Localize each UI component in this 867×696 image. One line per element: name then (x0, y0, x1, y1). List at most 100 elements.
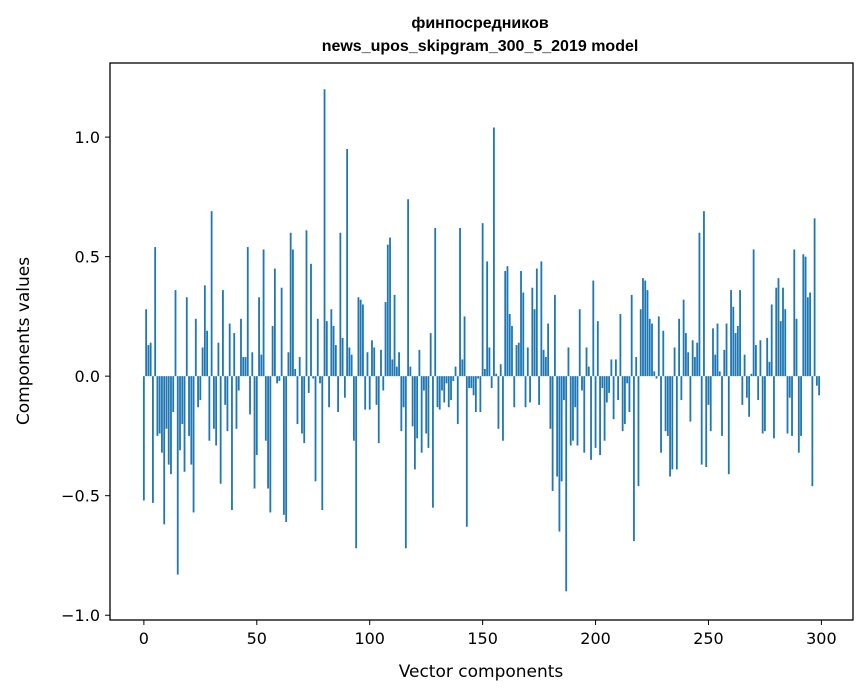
bar (736, 325, 739, 377)
bar (190, 376, 193, 465)
bar (535, 268, 538, 377)
bar (635, 357, 638, 377)
bar (513, 376, 516, 408)
bar (339, 232, 342, 377)
bar (353, 376, 355, 441)
bar (441, 376, 443, 391)
bar (319, 376, 321, 384)
bar (483, 368, 486, 377)
bar (185, 297, 188, 377)
bar (179, 376, 181, 451)
bar (608, 376, 610, 393)
x-tick-label: 300 (806, 629, 837, 648)
bar (594, 376, 597, 448)
bar (285, 376, 288, 522)
bar (420, 376, 423, 453)
bar (170, 376, 172, 475)
bar (633, 376, 635, 542)
bar (779, 321, 782, 377)
bar (282, 376, 285, 515)
bar (590, 376, 592, 460)
bar (691, 340, 694, 377)
bar (709, 376, 712, 432)
bar (531, 287, 534, 377)
bar (628, 376, 631, 413)
bar (524, 376, 527, 408)
bar (287, 352, 290, 377)
bar (732, 306, 735, 377)
bar (258, 297, 260, 377)
bar (237, 376, 240, 391)
bar (508, 314, 511, 377)
bar (727, 376, 730, 475)
bar (158, 376, 161, 434)
bar (246, 247, 249, 377)
bar (502, 376, 504, 441)
bar (526, 347, 529, 377)
bar (341, 337, 344, 377)
bar (576, 376, 579, 446)
bar (398, 352, 400, 377)
bar (224, 376, 227, 405)
bar (497, 376, 500, 429)
bar (714, 354, 717, 377)
bar (411, 376, 414, 427)
bar (782, 287, 784, 377)
bar (504, 270, 507, 377)
bar (418, 349, 421, 377)
bar (382, 376, 385, 391)
bar (271, 325, 274, 377)
bar (228, 323, 231, 377)
bar (813, 218, 816, 377)
bar (330, 309, 333, 377)
bar (201, 347, 204, 377)
bar (400, 376, 403, 432)
bar (621, 376, 624, 432)
x-tick-label: 50 (247, 629, 267, 648)
bar (684, 333, 687, 377)
bar (585, 347, 588, 377)
bar (167, 376, 170, 465)
bar (423, 376, 425, 391)
bar (334, 345, 337, 377)
bar (646, 290, 649, 377)
y-axis-label: Components values (14, 257, 34, 425)
bar (432, 376, 434, 508)
bar (355, 376, 358, 549)
bar (745, 376, 748, 398)
bar (797, 376, 800, 453)
bar (346, 149, 349, 377)
bar (687, 352, 690, 377)
chart-title: финпосредников (411, 15, 549, 32)
bar (766, 337, 769, 377)
bar (407, 199, 410, 377)
bar (192, 376, 195, 513)
bar (533, 309, 536, 377)
bar (700, 376, 703, 465)
bar (465, 376, 468, 527)
bar (194, 318, 197, 377)
bar (371, 340, 373, 377)
bar (567, 347, 570, 377)
bar (642, 278, 644, 377)
bar (716, 323, 719, 377)
bar (219, 376, 222, 484)
bar (648, 318, 651, 377)
bar (244, 357, 247, 377)
x-tick-label: 0 (139, 629, 149, 648)
bar (325, 321, 328, 377)
bar (544, 357, 547, 377)
bar (154, 247, 157, 377)
bar (809, 292, 811, 377)
bar (770, 304, 773, 377)
bar (468, 376, 470, 389)
bar (791, 376, 793, 436)
bar (486, 261, 489, 377)
bar (402, 376, 405, 408)
bar (463, 316, 466, 377)
bar (712, 328, 714, 377)
bar (226, 376, 229, 432)
bar (540, 261, 543, 377)
x-tick-label: 200 (580, 629, 611, 648)
bar (310, 263, 312, 377)
